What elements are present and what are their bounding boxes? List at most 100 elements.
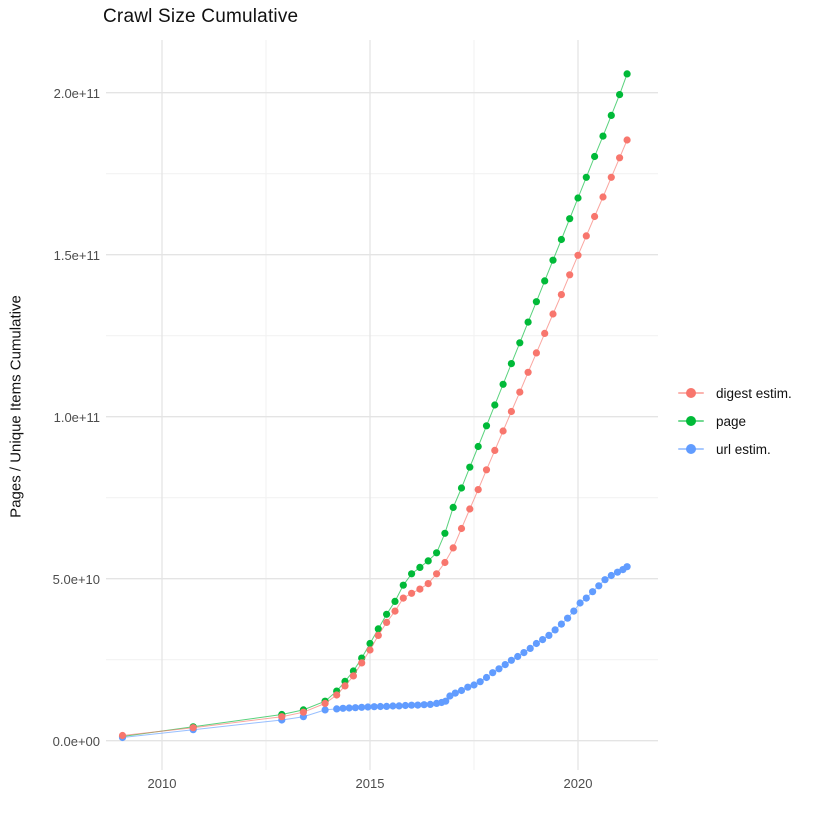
data-point-url-estim [470, 681, 478, 689]
data-point-url-estim [339, 704, 347, 712]
data-point-digest-estim [516, 388, 524, 396]
data-point-page [507, 360, 515, 368]
data-point-digest-estim [441, 558, 449, 567]
data-point-url-estim [321, 706, 329, 714]
data-point-digest-estim [391, 607, 399, 615]
data-point-page [532, 298, 541, 306]
y-tick-label: 1.5e+11 [53, 247, 100, 263]
data-point-digest-estim [358, 659, 366, 667]
data-point-url-estim [351, 704, 359, 712]
data-point-page [374, 625, 382, 633]
data-point-url-estim [442, 697, 450, 705]
data-point-url-estim [601, 576, 609, 584]
data-point-page [574, 194, 582, 202]
data-point-url-estim [489, 669, 497, 677]
series-line-digest-estim [122, 139, 628, 736]
data-point-digest-estim [574, 251, 582, 259]
data-point-digest-estim [299, 708, 307, 716]
chart-title: Crawl Size Cumulative [103, 6, 299, 27]
data-point-url-estim [464, 683, 472, 691]
data-point-page [383, 610, 391, 618]
y-tick-label: 0.0e+00 [52, 733, 100, 749]
data-point-digest-estim [408, 589, 416, 597]
data-point-digest-estim [524, 368, 532, 376]
data-point-page [399, 581, 407, 589]
data-point-digest-estim [118, 731, 127, 740]
data-point-digest-estim [374, 631, 382, 640]
data-point-url-estim [376, 702, 384, 711]
data-point-digest-estim [466, 505, 474, 513]
data-point-url-estim [345, 704, 353, 712]
data-point-url-estim [564, 614, 572, 622]
data-point-digest-estim [474, 486, 482, 494]
data-point-page [599, 132, 607, 140]
data-point-url-estim [401, 701, 409, 710]
data-point-url-estim [446, 692, 454, 700]
data-point-page [591, 152, 599, 161]
data-point-digest-estim [433, 570, 441, 578]
data-point-url-estim [613, 568, 622, 576]
data-point-url-estim [582, 594, 590, 602]
x-tick-label: 2015 [355, 776, 385, 791]
data-point-url-estim [595, 582, 603, 590]
data-point-page [524, 318, 532, 326]
data-point-url-estim [482, 673, 491, 682]
data-point-page [433, 549, 441, 557]
series-digest-estim [118, 136, 631, 740]
data-point-url-estim [526, 644, 534, 653]
data-point-url-estim [451, 689, 459, 697]
y-tick-label: 5.0e+10 [52, 571, 100, 587]
legend-item-page: page [678, 407, 792, 435]
legend-item-label: digest estim. [716, 385, 792, 401]
data-point-page [549, 256, 557, 264]
data-point-url-estim [476, 678, 484, 686]
data-point-page [457, 484, 466, 492]
data-point-digest-estim [399, 594, 407, 602]
data-point-digest-estim [549, 310, 557, 318]
data-point-url-estim [358, 703, 366, 711]
data-point-page [541, 277, 549, 285]
data-point-url-estim [501, 661, 509, 669]
x-tick-label: 2020 [563, 776, 593, 791]
data-point-page [466, 463, 474, 471]
data-point-digest-estim [607, 173, 615, 181]
data-point-url-estim [389, 702, 397, 710]
series-url-estim [118, 563, 631, 742]
data-point-digest-estim [616, 154, 624, 162]
data-point-url-estim [383, 702, 391, 711]
data-point-digest-estim [532, 349, 541, 357]
data-point-url-estim [557, 620, 566, 628]
data-point-page [449, 503, 457, 511]
data-point-digest-estim [424, 580, 432, 588]
data-point-digest-estim [349, 672, 357, 680]
data-point-digest-estim [541, 329, 549, 337]
data-point-url-estim [426, 700, 434, 709]
data-point-url-estim [589, 588, 597, 596]
data-point-digest-estim [507, 407, 515, 416]
data-point-page [416, 563, 424, 572]
data-point-url-estim [532, 639, 541, 648]
data-point-digest-estim [482, 466, 491, 474]
data-point-page [516, 339, 524, 347]
data-point-digest-estim [591, 212, 599, 221]
data-point-page [566, 215, 574, 223]
data-point-url-estim [414, 701, 422, 709]
data-point-page [607, 111, 615, 119]
data-point-digest-estim [321, 699, 329, 708]
legend-item-label: url estim. [716, 441, 771, 457]
data-point-url-estim [364, 703, 372, 711]
data-point-url-estim [370, 703, 378, 711]
legend: digest estim. page url estim. [678, 379, 792, 463]
data-point-url-estim [420, 701, 428, 709]
data-point-url-estim [457, 686, 466, 695]
series-line-url-estim [122, 566, 628, 738]
data-point-url-estim [507, 656, 515, 664]
legend-item-label: page [716, 413, 747, 429]
data-point-digest-estim [566, 271, 574, 279]
y-tick-label: 2.0e+11 [53, 85, 100, 101]
data-point-digest-estim [416, 585, 424, 593]
data-point-page [616, 91, 624, 99]
data-point-url-estim [545, 631, 553, 640]
